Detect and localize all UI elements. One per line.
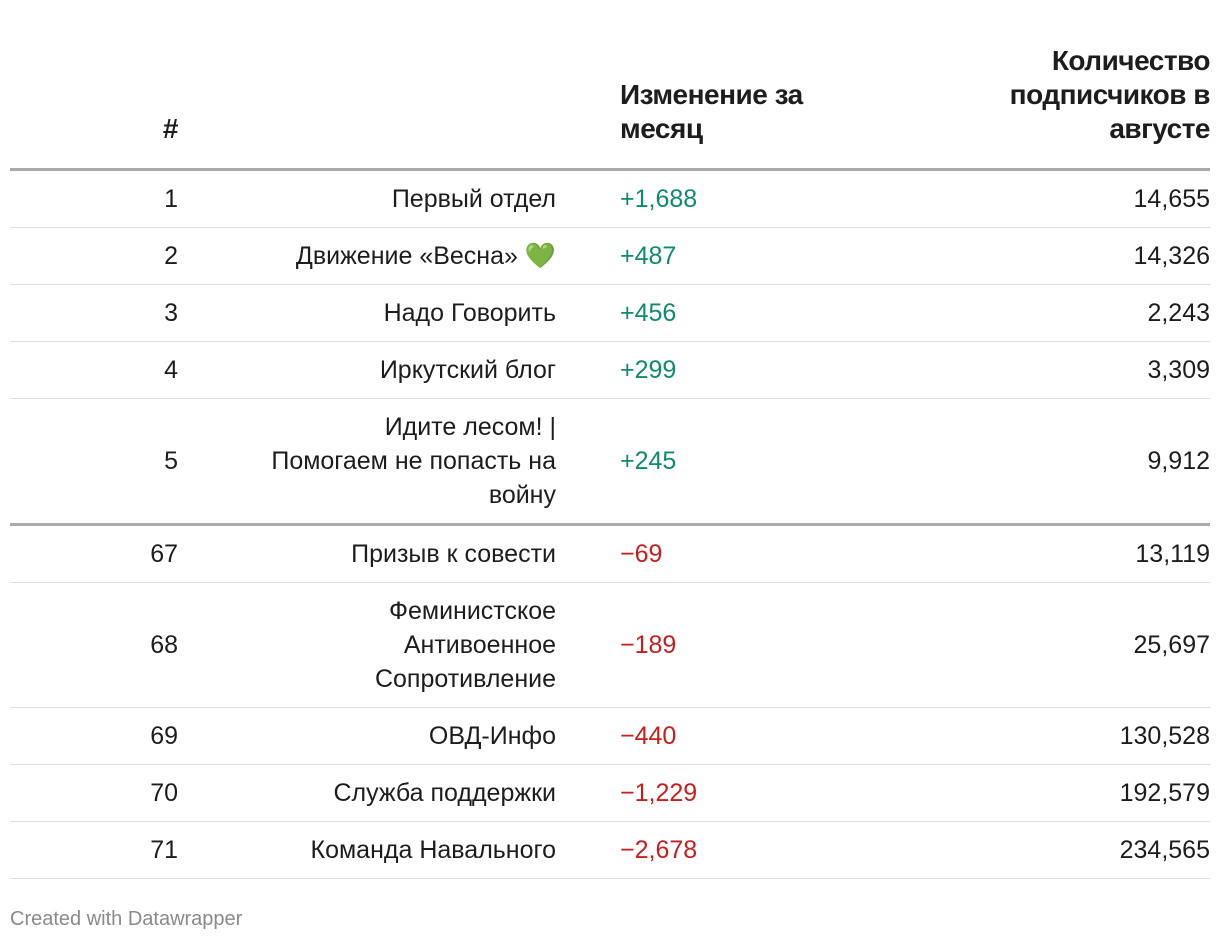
table-head: # Изменение за месяц Количество подписчико… xyxy=(10,44,1211,170)
table-cell: 69 xyxy=(10,707,178,765)
header-row: # Изменение за месяц Количество подписчико… xyxy=(10,44,1211,170)
table-cell: Призыв к совести xyxy=(178,524,556,583)
table-cell: Идите лесом! | Помогаем не попасть на во… xyxy=(178,398,556,526)
table-cell: 70 xyxy=(10,764,178,822)
table-cell: +487 xyxy=(556,227,856,285)
table-row: 67 Призыв к совести −69 13,119 xyxy=(10,524,1210,583)
table-cell: 130,528 xyxy=(856,707,1210,765)
table-row: 1 Первый отдел +1,688 14,655 xyxy=(10,169,1210,228)
table-cell: 234,565 xyxy=(856,821,1210,879)
footer: Created with Datawrapper xyxy=(10,908,243,930)
table-cell: −440 xyxy=(556,707,856,765)
table-cell: 68 xyxy=(10,582,178,708)
table-cell: Служба поддержки xyxy=(178,764,556,822)
table: # Изменение за месяц Количество подписчико… xyxy=(10,44,1211,879)
table-cell: −2,678 xyxy=(556,821,856,879)
table-cell: 3,309 xyxy=(856,341,1210,399)
table-cell: 1 xyxy=(10,169,178,228)
table-cell: Команда Навального xyxy=(178,821,556,879)
table-cell: +299 xyxy=(556,341,856,399)
table-cell: 67 xyxy=(10,524,178,583)
table-cell: −1,229 xyxy=(556,764,856,822)
table-container: # Изменение за месяц Количество подписчико… xyxy=(10,44,1211,879)
table-cell: 13,119 xyxy=(856,524,1210,583)
table-cell: +1,688 xyxy=(556,169,856,228)
table-cell: Надо Говорить xyxy=(178,284,556,342)
table-row: 4 Иркутский блог +299 3,309 xyxy=(10,341,1210,399)
table-row: 70 Служба поддержки −1,229 192,579 xyxy=(10,764,1210,822)
column-header: Количество подписчиков в августе xyxy=(1009,45,1211,144)
table-cell: Движение «Весна» 💚 xyxy=(178,227,556,285)
table-cell: 2 xyxy=(10,227,178,285)
table-row: 3 Надо Говорить +456 2,243 xyxy=(10,284,1210,342)
table-cell: 71 xyxy=(10,821,178,879)
table-cell: 3 xyxy=(10,284,178,342)
table-row: 2 Движение «Весна» 💚 +487 14,326 xyxy=(10,227,1210,285)
table-cell: ОВД-Инфо xyxy=(178,707,556,765)
table-cell: 2,243 xyxy=(856,284,1210,342)
table-cell: −69 xyxy=(556,524,856,583)
table-row: 69 ОВД-Инфо −440 130,528 xyxy=(10,707,1210,765)
table-row: 71 Команда Навального −2,678 234,565 xyxy=(10,821,1210,879)
column-header xyxy=(178,44,556,170)
table-row: 68 Феминистское Антивоенное Сопротивление… xyxy=(10,582,1210,708)
table-cell: −189 xyxy=(556,582,856,708)
table-cell: Первый отдел xyxy=(178,169,556,228)
table-cell: 9,912 xyxy=(856,398,1210,526)
table-cell: 14,655 xyxy=(856,169,1210,228)
table-cell: 4 xyxy=(10,341,178,399)
table-cell: Феминистское Антивоенное Сопротивление xyxy=(178,582,556,708)
table-cell: 5 xyxy=(10,398,178,526)
table-cell: Иркутский блог xyxy=(178,341,556,399)
table-cell: 14,326 xyxy=(856,227,1210,285)
table-body: 1 Первый отдел +1,688 14,655 2 Движение «Весн… xyxy=(10,169,1210,879)
table-cell: +245 xyxy=(556,398,856,526)
column-header: # xyxy=(162,113,179,144)
table-cell: 25,697 xyxy=(856,582,1210,708)
table-row: 5 Идите лесом! | Помогаем не попасть на в… xyxy=(10,398,1210,526)
column-header: Изменение за месяц xyxy=(620,79,803,144)
table-cell: +456 xyxy=(556,284,856,342)
table-cell: 192,579 xyxy=(856,764,1210,822)
